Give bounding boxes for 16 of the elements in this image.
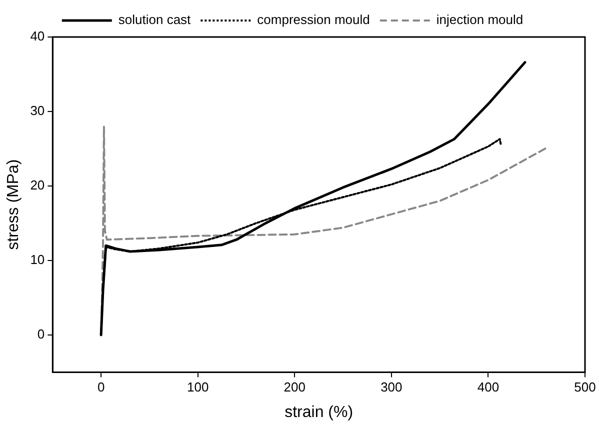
y-axis-title: stress (MPa) [5, 159, 22, 250]
x-tick-label: 300 [380, 380, 402, 395]
legend-label: injection mould [436, 12, 524, 28]
y-tick-label: 40 [30, 28, 45, 44]
y-tick-label: 30 [30, 103, 45, 118]
legend-label: solution cast [118, 12, 192, 28]
x-tick-label: 0 [97, 380, 105, 395]
x-tick-label: 100 [186, 380, 209, 395]
y-tick-label: 10 [30, 252, 45, 268]
y-tick-label: 0 [37, 326, 45, 342]
x-tick-label: 200 [284, 380, 306, 395]
x-axis-title: strain (%) [284, 404, 354, 421]
x-tick-label: 400 [477, 380, 500, 395]
y-tick-label: 20 [30, 178, 45, 193]
legend-label: compression mould [257, 12, 370, 28]
x-tick-label: 500 [574, 380, 596, 395]
